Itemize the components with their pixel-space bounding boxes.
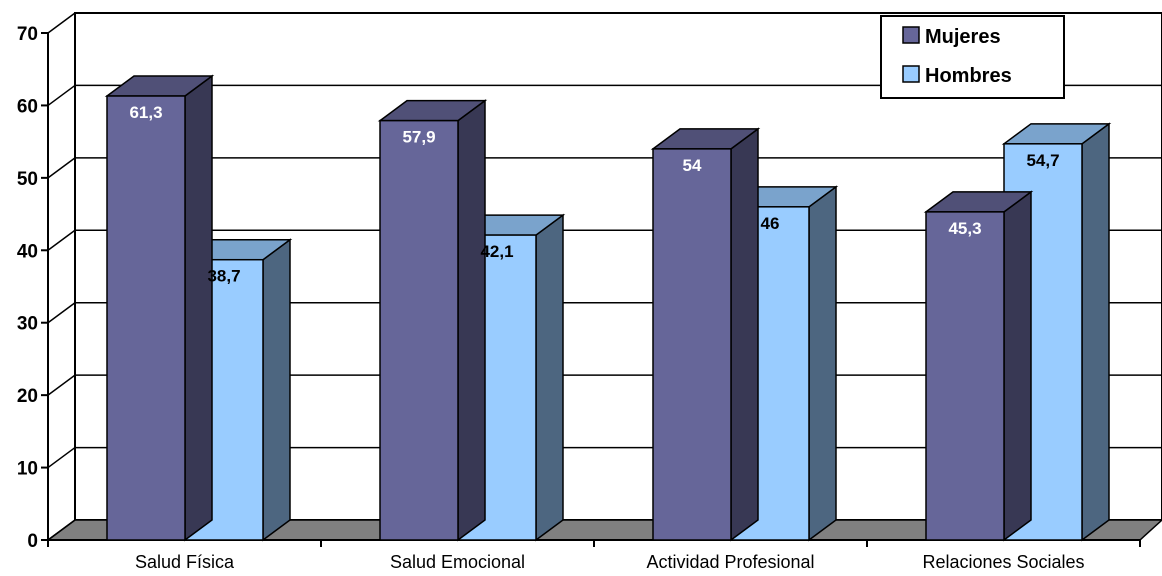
x-tick-label: Actividad Profesional — [646, 552, 814, 572]
y-tick-label: 60 — [17, 96, 38, 117]
x-tick-label: Salud Emocional — [390, 552, 525, 572]
bar-side — [808, 185, 837, 542]
legend: Mujeres Hombres — [880, 15, 1065, 99]
bar-side — [1003, 190, 1032, 542]
bar-mujeres — [923, 190, 1034, 542]
y-tick-label: 70 — [17, 24, 38, 45]
data-label: 61,3 — [129, 103, 162, 122]
side-wall-gridline — [47, 84, 76, 107]
bars-layer — [104, 74, 1112, 542]
bar-side — [262, 238, 291, 542]
data-label: 46 — [761, 214, 780, 233]
legend-swatch-hombres — [902, 65, 920, 83]
y-tick-label: 0 — [27, 531, 38, 552]
side-wall-gridline — [47, 374, 76, 396]
side-wall-gridline — [47, 12, 76, 34]
side-wall-gridline — [47, 229, 76, 251]
bar-front — [652, 148, 732, 541]
x-tick-label: Relaciones Sociales — [922, 552, 1084, 572]
bar-mujeres — [650, 127, 761, 542]
data-label: 54 — [683, 156, 702, 175]
data-label: 42,1 — [480, 242, 513, 261]
bar-side — [1081, 122, 1110, 542]
side-wall-gridline — [47, 519, 76, 541]
y-tick-label: 20 — [17, 386, 38, 407]
bar-side — [184, 74, 213, 542]
y-tick-label: 30 — [17, 314, 38, 335]
y-tick-label: 10 — [17, 459, 38, 480]
data-label: 45,3 — [948, 219, 981, 238]
bar-front — [379, 119, 459, 541]
legend-label-mujeres: Mujeres — [925, 26, 1001, 48]
bar-mujeres — [377, 99, 488, 542]
data-label: 38,7 — [207, 267, 240, 286]
bar-mujeres — [104, 74, 215, 542]
y-tick-label: 40 — [17, 241, 38, 262]
data-label: 54,7 — [1026, 151, 1059, 170]
bar-side — [535, 213, 564, 542]
x-tick-label: Salud Física — [135, 552, 235, 572]
side-wall-gridline — [47, 446, 76, 469]
bar-front — [925, 211, 1005, 541]
legend-swatch-mujeres — [902, 26, 920, 44]
bar-side — [730, 127, 759, 542]
y-tick-label: 50 — [17, 169, 38, 190]
bar-front — [106, 95, 186, 541]
data-label: 57,9 — [402, 128, 435, 147]
bar-side — [457, 99, 486, 542]
labels-layer: Salud Física Salud Emocional Actividad Pro… — [129, 103, 1084, 572]
side-wall-gridline — [47, 157, 76, 179]
side-wall-gridline — [47, 302, 76, 324]
legend-label-hombres: Hombres — [925, 65, 1012, 87]
